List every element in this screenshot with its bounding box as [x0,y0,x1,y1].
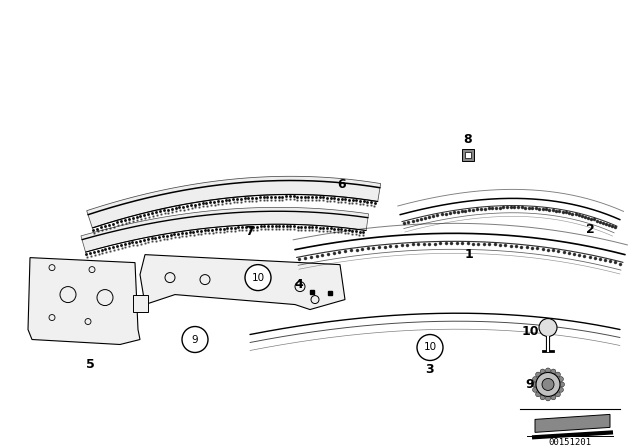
Polygon shape [140,254,345,310]
Circle shape [559,387,563,392]
Text: 7: 7 [246,225,254,238]
Circle shape [559,382,564,387]
Text: 4: 4 [294,278,303,291]
Text: 9: 9 [192,335,198,345]
Text: 9: 9 [525,378,534,391]
Text: 3: 3 [426,363,435,376]
Circle shape [551,395,556,400]
Circle shape [536,372,560,396]
Circle shape [536,392,541,397]
Circle shape [540,369,545,374]
Text: 1: 1 [465,248,474,261]
Circle shape [539,319,557,336]
Circle shape [417,335,443,361]
Circle shape [556,392,561,397]
Circle shape [556,372,561,377]
Circle shape [559,377,563,382]
Text: 6: 6 [338,178,346,191]
Text: 5: 5 [86,358,94,371]
Text: 10: 10 [521,325,539,338]
Circle shape [245,265,271,291]
Circle shape [532,387,538,392]
Circle shape [532,377,538,382]
Circle shape [540,395,545,400]
Polygon shape [86,177,381,228]
Circle shape [551,369,556,374]
Text: 10: 10 [252,272,264,283]
Circle shape [545,396,550,401]
Polygon shape [81,207,369,252]
Text: 00151201: 00151201 [548,438,591,447]
Polygon shape [535,414,610,432]
Text: 10: 10 [424,342,436,353]
Circle shape [536,372,541,377]
Circle shape [182,327,208,353]
Circle shape [545,368,550,373]
Circle shape [531,382,536,387]
Polygon shape [133,295,148,311]
Polygon shape [28,258,140,345]
Circle shape [542,379,554,391]
Text: 8: 8 [464,134,472,146]
Text: 2: 2 [586,223,595,236]
